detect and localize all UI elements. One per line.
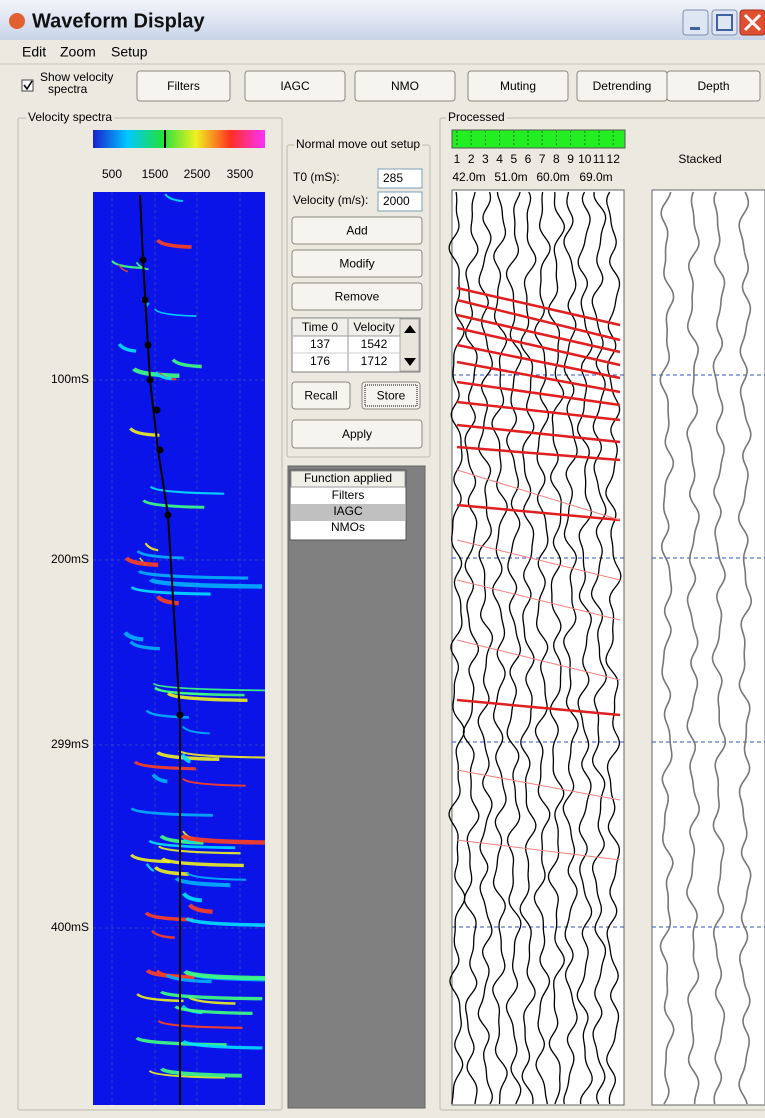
functions-header: Function applied bbox=[304, 471, 392, 485]
color-scale-marker bbox=[164, 130, 166, 148]
processed-group-title: Processed bbox=[448, 110, 505, 124]
toolbar-button-label: Filters bbox=[167, 79, 200, 93]
window-title: Waveform Display bbox=[32, 10, 206, 32]
table-cell: 1712 bbox=[361, 354, 388, 368]
pick-point bbox=[154, 407, 161, 414]
pick-point bbox=[177, 712, 184, 719]
table-cell: 1542 bbox=[361, 337, 388, 351]
offset-label: 51.0m bbox=[494, 170, 527, 184]
color-scale bbox=[93, 130, 265, 148]
menu-item: Zoom bbox=[60, 44, 96, 60]
velocity-spectra-group-title: Velocity spectra bbox=[28, 110, 112, 124]
nmo-button-label: Add bbox=[346, 224, 367, 238]
velocity-label: 500 bbox=[102, 167, 122, 181]
offset-label: 60.0m bbox=[536, 170, 569, 184]
field-value: 285 bbox=[383, 171, 403, 185]
trace-number: 8 bbox=[553, 152, 560, 166]
nmo-setup-group-title: Normal move out setup bbox=[296, 137, 420, 151]
stacked-panel bbox=[652, 190, 765, 1105]
trace-number: 4 bbox=[496, 152, 503, 166]
menu-item: Edit bbox=[22, 44, 46, 60]
function-item: Filters bbox=[332, 488, 365, 502]
pick-point bbox=[142, 297, 149, 304]
table-header: Velocity bbox=[353, 320, 394, 334]
field-value: 2000 bbox=[383, 194, 410, 208]
function-item: NMOs bbox=[331, 520, 365, 534]
time-label: 200mS bbox=[51, 552, 89, 566]
pick-point bbox=[145, 342, 152, 349]
function-item: IAGC bbox=[333, 504, 363, 518]
stacked-label: Stacked bbox=[678, 152, 721, 166]
nmo-button-label: Remove bbox=[335, 290, 380, 304]
minimize-button[interactable] bbox=[683, 10, 708, 35]
time-label: 100mS bbox=[51, 372, 89, 386]
minimize-icon bbox=[690, 27, 700, 30]
page: Waveform Display Show velocityspectra Ed… bbox=[0, 0, 765, 1118]
toolbar-button-label: NMO bbox=[391, 79, 419, 93]
toolbar-button-label: Detrending bbox=[593, 79, 652, 93]
trace-number: 11 bbox=[593, 152, 606, 166]
checkbox-label: Show velocityspectra bbox=[40, 70, 113, 96]
recall-button-label: Recall bbox=[304, 389, 337, 403]
time-label: 299mS bbox=[51, 737, 89, 751]
field-label: T0 (mS): bbox=[293, 170, 340, 184]
table-header: Time 0 bbox=[302, 320, 339, 334]
table-cell: 176 bbox=[310, 354, 330, 368]
field-label: Velocity (m/s): bbox=[293, 193, 368, 207]
trace-number: 2 bbox=[468, 152, 475, 166]
app-icon bbox=[9, 13, 25, 29]
pick-point bbox=[165, 512, 172, 519]
trace-number: 1 bbox=[454, 152, 461, 166]
velocity-label: 3500 bbox=[227, 167, 254, 181]
maximize-button[interactable] bbox=[712, 10, 737, 35]
toolbar-button-label: Muting bbox=[500, 79, 536, 93]
pick-point bbox=[147, 377, 154, 384]
trace-number: 6 bbox=[525, 152, 532, 166]
toolbar-button-label: Depth bbox=[697, 79, 729, 93]
window: Waveform Display Show velocityspectra Ed… bbox=[0, 0, 765, 1118]
velocity-label: 2500 bbox=[184, 167, 211, 181]
table-cell: 137 bbox=[310, 337, 330, 351]
apply-button-label: Apply bbox=[342, 427, 372, 441]
store-button-label: Store bbox=[377, 389, 406, 403]
toolbar-button-label: IAGC bbox=[280, 79, 310, 93]
trace-number: 3 bbox=[482, 152, 489, 166]
time-label: 400mS bbox=[51, 920, 89, 934]
trace-number: 12 bbox=[607, 152, 621, 166]
velocity-label: 1500 bbox=[142, 167, 169, 181]
offset-label: 69.0m bbox=[579, 170, 612, 184]
pick-point bbox=[140, 257, 147, 264]
trace-number: 7 bbox=[539, 152, 546, 166]
offset-label: 42.0m bbox=[452, 170, 485, 184]
pick-point bbox=[157, 447, 164, 454]
menu-item: Setup bbox=[111, 44, 148, 60]
functions-panel bbox=[288, 466, 425, 1108]
trace-number: 9 bbox=[567, 152, 574, 166]
nmo-button-label: Modify bbox=[339, 257, 374, 271]
trace-number: 10 bbox=[578, 152, 592, 166]
trace-number: 5 bbox=[510, 152, 517, 166]
